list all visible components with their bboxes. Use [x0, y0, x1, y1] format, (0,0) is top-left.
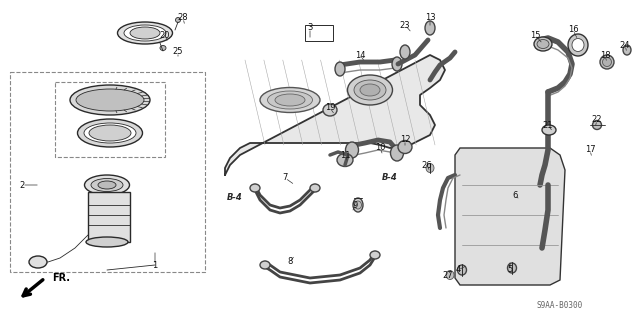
Ellipse shape — [337, 153, 353, 167]
Ellipse shape — [390, 145, 403, 161]
Text: 1: 1 — [152, 261, 157, 270]
Ellipse shape — [370, 251, 380, 259]
Ellipse shape — [91, 179, 123, 191]
Ellipse shape — [76, 89, 144, 111]
Text: 21: 21 — [543, 121, 553, 130]
Ellipse shape — [426, 164, 434, 173]
Ellipse shape — [77, 119, 143, 147]
Text: 8: 8 — [287, 257, 292, 266]
Ellipse shape — [268, 91, 312, 109]
Ellipse shape — [572, 39, 584, 51]
Ellipse shape — [260, 87, 320, 113]
Ellipse shape — [600, 55, 614, 69]
Ellipse shape — [98, 181, 116, 189]
Text: S9AA-B0300: S9AA-B0300 — [537, 300, 583, 309]
Text: 26: 26 — [422, 160, 432, 169]
Ellipse shape — [260, 261, 270, 269]
Text: B-4: B-4 — [382, 174, 398, 182]
Text: 14: 14 — [355, 50, 365, 60]
Ellipse shape — [458, 265, 467, 275]
Ellipse shape — [446, 271, 454, 279]
Bar — [305, 25, 333, 41]
Ellipse shape — [353, 198, 363, 212]
Ellipse shape — [425, 21, 435, 35]
Polygon shape — [455, 148, 565, 285]
Text: 22: 22 — [592, 115, 602, 124]
Text: 2: 2 — [19, 181, 24, 189]
Text: 24: 24 — [620, 41, 630, 49]
Text: B-4: B-4 — [227, 194, 243, 203]
Text: 27: 27 — [443, 271, 453, 279]
Text: 9: 9 — [353, 201, 358, 210]
Bar — [10, 72, 205, 272]
Ellipse shape — [84, 123, 136, 143]
Ellipse shape — [160, 46, 166, 50]
Ellipse shape — [130, 27, 160, 39]
Ellipse shape — [602, 57, 611, 66]
Ellipse shape — [275, 94, 305, 106]
Ellipse shape — [335, 62, 345, 76]
Ellipse shape — [400, 45, 410, 59]
Ellipse shape — [346, 142, 358, 158]
Ellipse shape — [348, 75, 392, 105]
Text: 28: 28 — [178, 13, 188, 23]
Text: 5: 5 — [508, 265, 513, 275]
Ellipse shape — [86, 237, 128, 247]
Text: 6: 6 — [512, 190, 518, 199]
Text: 7: 7 — [282, 174, 288, 182]
Ellipse shape — [29, 256, 47, 268]
Text: 20: 20 — [160, 31, 170, 40]
Bar — [88, 192, 130, 242]
Ellipse shape — [84, 175, 129, 195]
Ellipse shape — [398, 140, 412, 153]
Text: 25: 25 — [173, 48, 183, 56]
Text: 3: 3 — [307, 24, 313, 33]
Text: 10: 10 — [375, 144, 385, 152]
Ellipse shape — [250, 184, 260, 192]
Bar — [55, 82, 165, 157]
Ellipse shape — [355, 201, 362, 209]
Text: 17: 17 — [585, 145, 595, 154]
Ellipse shape — [310, 184, 320, 192]
Text: 16: 16 — [568, 26, 579, 34]
Ellipse shape — [118, 22, 173, 44]
Ellipse shape — [323, 104, 337, 116]
Ellipse shape — [175, 18, 180, 23]
Ellipse shape — [568, 34, 588, 56]
Ellipse shape — [89, 125, 131, 141]
Text: 12: 12 — [400, 136, 410, 145]
Polygon shape — [225, 55, 445, 175]
Ellipse shape — [623, 45, 631, 55]
Ellipse shape — [70, 85, 150, 115]
Text: 18: 18 — [600, 50, 611, 60]
Text: 23: 23 — [400, 20, 410, 29]
Text: 15: 15 — [530, 31, 540, 40]
Ellipse shape — [354, 80, 386, 100]
Text: 11: 11 — [340, 151, 350, 160]
Ellipse shape — [508, 263, 516, 273]
Ellipse shape — [534, 37, 552, 51]
Ellipse shape — [537, 40, 549, 48]
Ellipse shape — [593, 121, 602, 130]
Text: 19: 19 — [324, 103, 335, 113]
Ellipse shape — [124, 25, 166, 41]
Text: 13: 13 — [425, 13, 435, 23]
Ellipse shape — [542, 125, 556, 135]
Ellipse shape — [360, 84, 380, 96]
Text: FR.: FR. — [52, 273, 70, 283]
Ellipse shape — [392, 57, 402, 71]
Text: 4: 4 — [456, 265, 461, 275]
